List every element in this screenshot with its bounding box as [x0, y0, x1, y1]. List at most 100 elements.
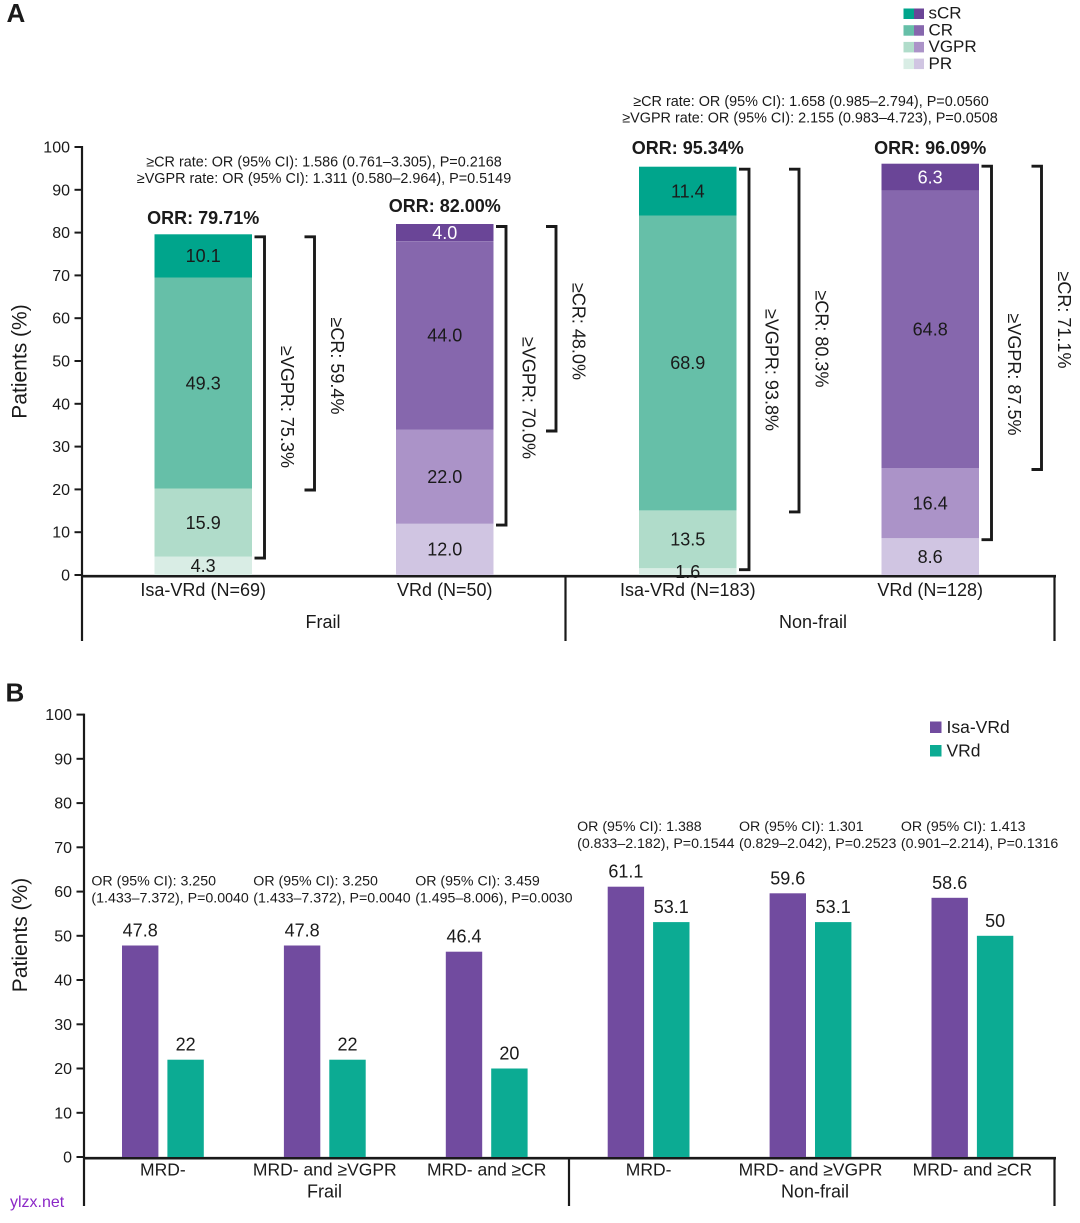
svg-text:20: 20 [54, 1061, 72, 1078]
svg-text:Patients (%): Patients (%) [9, 878, 32, 992]
svg-text:(1.495–8.006), P=0.0030: (1.495–8.006), P=0.0030 [415, 891, 572, 907]
svg-text:16.4: 16.4 [913, 493, 948, 513]
svg-text:OR (95% CI): 1.413: OR (95% CI): 1.413 [901, 819, 1026, 835]
svg-text:OR (95% CI): 1.388: OR (95% CI): 1.388 [577, 819, 702, 835]
svg-text:47.8: 47.8 [285, 921, 320, 941]
svg-text:≥CR: 80.3%: ≥CR: 80.3% [812, 291, 832, 388]
svg-text:Frail: Frail [307, 1182, 342, 1202]
svg-text:Patients (%): Patients (%) [9, 304, 32, 418]
svg-text:60: 60 [52, 311, 70, 328]
svg-text:4.0: 4.0 [432, 223, 457, 243]
svg-text:0: 0 [63, 1150, 72, 1167]
svg-text:90: 90 [52, 182, 70, 199]
svg-text:47.8: 47.8 [123, 921, 158, 941]
svg-text:VRd (N=50): VRd (N=50) [397, 580, 493, 600]
svg-text:VRd (N=128): VRd (N=128) [877, 580, 983, 600]
svg-text:(1.433–7.372), P=0.0040: (1.433–7.372), P=0.0040 [91, 891, 248, 907]
svg-text:Isa-VRd (N=69): Isa-VRd (N=69) [140, 580, 266, 600]
svg-text:MRD- and ≥CR: MRD- and ≥CR [427, 1160, 546, 1180]
svg-text:MRD- and ≥VGPR: MRD- and ≥VGPR [253, 1160, 397, 1180]
svg-text:4.3: 4.3 [191, 556, 216, 576]
svg-text:40: 40 [54, 973, 72, 990]
svg-text:≥VGPR rate: OR (95% CI): 1.311: ≥VGPR rate: OR (95% CI): 1.311 (0.580–2.… [137, 171, 511, 187]
svg-text:Isa-VRd: Isa-VRd [947, 717, 1010, 737]
svg-text:≥CR: 59.4%: ≥CR: 59.4% [327, 318, 347, 415]
svg-text:53.1: 53.1 [816, 897, 851, 917]
svg-text:70: 70 [54, 840, 72, 857]
svg-text:PR: PR [929, 54, 953, 73]
svg-text:22.0: 22.0 [427, 467, 462, 487]
svg-text:OR (95% CI): 3.250: OR (95% CI): 3.250 [91, 874, 216, 890]
svg-text:VGPR: VGPR [929, 37, 977, 56]
svg-text:20: 20 [499, 1044, 519, 1064]
svg-text:MRD- and ≥VGPR: MRD- and ≥VGPR [739, 1160, 883, 1180]
svg-text:15.9: 15.9 [186, 513, 221, 533]
svg-text:49.3: 49.3 [186, 373, 221, 393]
svg-text:64.8: 64.8 [913, 320, 948, 340]
svg-text:60: 60 [54, 884, 72, 901]
svg-text:80: 80 [54, 796, 72, 813]
svg-text:CR: CR [929, 20, 954, 39]
svg-text:ORR: 96.09%: ORR: 96.09% [874, 138, 986, 158]
svg-text:1.6: 1.6 [675, 562, 700, 582]
svg-text:≥VGPR: 75.3%: ≥VGPR: 75.3% [277, 346, 297, 468]
svg-text:≥CR: 48.0%: ≥CR: 48.0% [569, 283, 589, 380]
svg-text:53.1: 53.1 [654, 897, 689, 917]
svg-text:VRd: VRd [947, 741, 981, 761]
svg-text:10: 10 [54, 1105, 72, 1122]
svg-text:100: 100 [45, 707, 72, 724]
svg-text:A: A [7, 0, 26, 28]
svg-text:MRD-: MRD- [140, 1160, 186, 1180]
svg-text:(0.833–2.182), P=0.1544: (0.833–2.182), P=0.1544 [577, 836, 734, 852]
svg-text:≥CR rate: OR (95% CI): 1.658 (: ≥CR rate: OR (95% CI): 1.658 (0.985–2.79… [633, 94, 988, 110]
svg-text:ORR: 95.34%: ORR: 95.34% [632, 138, 744, 158]
svg-text:≥CR rate: OR (95% CI): 1.586 (: ≥CR rate: OR (95% CI): 1.586 (0.761–3.30… [146, 155, 501, 171]
svg-text:(0.829–2.042), P=0.2523: (0.829–2.042), P=0.2523 [739, 836, 896, 852]
svg-text:68.9: 68.9 [670, 353, 705, 373]
svg-text:≥VGPR: 93.8%: ≥VGPR: 93.8% [762, 309, 782, 431]
svg-text:OR (95% CI): 3.250: OR (95% CI): 3.250 [253, 874, 378, 890]
svg-text:22: 22 [176, 1035, 196, 1055]
svg-text:ORR: 79.71%: ORR: 79.71% [147, 208, 259, 228]
svg-text:Non-frail: Non-frail [781, 1182, 849, 1202]
svg-text:sCR: sCR [929, 4, 962, 23]
svg-text:Non-frail: Non-frail [779, 612, 847, 632]
svg-text:90: 90 [54, 751, 72, 768]
svg-text:40: 40 [52, 396, 70, 413]
svg-text:58.6: 58.6 [932, 873, 967, 893]
svg-text:20: 20 [52, 482, 70, 499]
svg-text:8.6: 8.6 [918, 547, 943, 567]
svg-text:70: 70 [52, 268, 70, 285]
svg-text:11.4: 11.4 [671, 181, 705, 201]
svg-text:≥VGPR rate: OR (95% CI): 2.155: ≥VGPR rate: OR (95% CI): 2.155 (0.983–4.… [622, 111, 997, 127]
svg-text:Frail: Frail [306, 612, 341, 632]
svg-text:30: 30 [52, 439, 70, 456]
svg-text:B: B [6, 678, 25, 708]
svg-text:Isa-VRd (N=183): Isa-VRd (N=183) [620, 580, 756, 600]
svg-text:12.0: 12.0 [427, 540, 462, 560]
svg-text:46.4: 46.4 [446, 927, 481, 947]
svg-text:MRD- and ≥CR: MRD- and ≥CR [913, 1160, 1032, 1180]
svg-text:59.6: 59.6 [770, 868, 805, 888]
svg-text:44.0: 44.0 [427, 326, 462, 346]
svg-text:50: 50 [985, 911, 1005, 931]
svg-text:≥VGPR: 87.5%: ≥VGPR: 87.5% [1004, 314, 1024, 436]
svg-text:22: 22 [337, 1035, 357, 1055]
svg-text:10: 10 [52, 525, 70, 542]
svg-text:ylzx.net: ylzx.net [10, 1194, 65, 1211]
svg-text:0: 0 [61, 568, 70, 585]
svg-text:OR (95% CI): 3.459: OR (95% CI): 3.459 [415, 874, 540, 890]
svg-text:10.1: 10.1 [186, 246, 221, 266]
svg-text:6.3: 6.3 [918, 168, 943, 188]
svg-text:MRD-: MRD- [626, 1160, 672, 1180]
svg-text:100: 100 [43, 140, 70, 157]
svg-text:13.5: 13.5 [670, 530, 705, 550]
svg-text:61.1: 61.1 [608, 862, 643, 882]
svg-text:(1.433–7.372), P=0.0040: (1.433–7.372), P=0.0040 [253, 891, 410, 907]
svg-text:30: 30 [54, 1017, 72, 1034]
svg-text:ORR: 82.00%: ORR: 82.00% [389, 196, 501, 216]
svg-text:(0.901–2.214), P=0.1316: (0.901–2.214), P=0.1316 [901, 836, 1058, 852]
svg-text:80: 80 [52, 225, 70, 242]
svg-text:≥CR: 71.1%: ≥CR: 71.1% [1054, 272, 1074, 369]
svg-text:OR (95% CI): 1.301: OR (95% CI): 1.301 [739, 819, 864, 835]
